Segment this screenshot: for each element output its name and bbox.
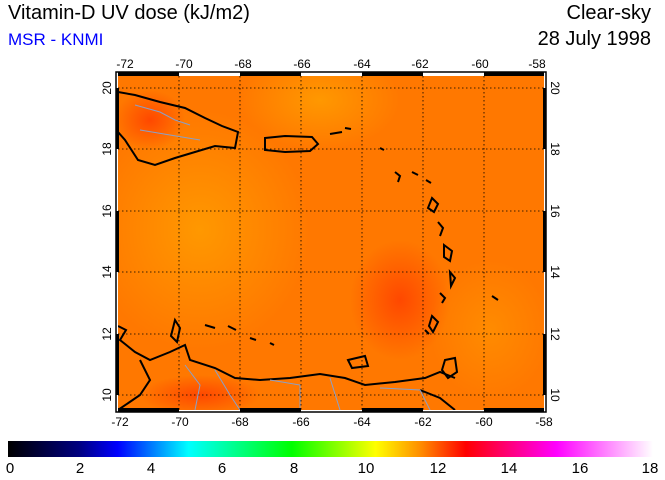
colorbar-label: 4 bbox=[146, 460, 156, 477]
lon-tick: -64 bbox=[353, 57, 371, 71]
data-source: MSR - KNMI bbox=[8, 30, 104, 49]
uv-field bbox=[118, 76, 544, 410]
curacao-aruba bbox=[169, 317, 275, 346]
lon-tick: -72 bbox=[111, 415, 129, 429]
colorbar-label: 10 bbox=[357, 460, 375, 477]
hispaniola bbox=[118, 91, 240, 167]
lon-tick: -64 bbox=[353, 415, 371, 429]
puerto-rico bbox=[264, 134, 320, 154]
lon-tick: -62 bbox=[414, 415, 432, 429]
coastlines bbox=[118, 91, 499, 410]
lat-tick: 18 bbox=[100, 142, 114, 156]
colorbar-label: 2 bbox=[75, 460, 85, 477]
lat-tick: 12 bbox=[100, 327, 114, 341]
lon-tick: -60 bbox=[475, 415, 493, 429]
lon-tick: -66 bbox=[292, 415, 310, 429]
colorbar-label: 0 bbox=[5, 460, 15, 477]
lat-labels-right: 20 18 16 14 12 10 bbox=[548, 81, 562, 402]
lon-tick: -68 bbox=[231, 415, 249, 429]
lat-tick: 20 bbox=[100, 81, 114, 95]
lat-tick: 12 bbox=[548, 327, 562, 341]
trinidad bbox=[440, 356, 459, 380]
colorbar-label: 8 bbox=[289, 460, 299, 477]
lat-tick: 20 bbox=[548, 81, 562, 95]
rivers bbox=[134, 104, 431, 410]
lat-tick: 10 bbox=[548, 388, 562, 402]
lat-tick: 16 bbox=[100, 204, 114, 218]
colorbar-label: 6 bbox=[217, 460, 227, 477]
lon-labels-top: -72 -70 -68 -66 -64 -62 -60 -58 bbox=[116, 57, 546, 71]
lon-tick: -70 bbox=[175, 57, 193, 71]
lon-tick: -62 bbox=[411, 57, 429, 71]
lon-tick: -58 bbox=[528, 57, 546, 71]
map-date: 28 July 1998 bbox=[537, 28, 651, 50]
lat-tick: 14 bbox=[548, 265, 562, 279]
lat-tick: 10 bbox=[100, 388, 114, 402]
map-title: Vitamin-D UV dose (kJ/m2) bbox=[8, 2, 250, 24]
lon-tick: -68 bbox=[234, 57, 252, 71]
lon-tick: -60 bbox=[471, 57, 489, 71]
venezuela-coast bbox=[118, 325, 456, 410]
lon-tick: -70 bbox=[171, 415, 189, 429]
colorbar-label: 12 bbox=[429, 460, 447, 477]
grid-lines bbox=[118, 76, 544, 410]
lon-tick: -66 bbox=[293, 57, 311, 71]
lat-tick: 16 bbox=[548, 204, 562, 218]
margarita bbox=[346, 354, 370, 370]
map-frame bbox=[115, 71, 547, 413]
lon-labels-bottom: -72 -70 -68 -66 -64 -62 -60 -58 bbox=[111, 415, 553, 429]
lon-tick: -72 bbox=[116, 57, 134, 71]
lat-tick: 14 bbox=[100, 265, 114, 279]
lon-tick: -58 bbox=[535, 415, 553, 429]
lat-tick: 18 bbox=[548, 142, 562, 156]
colorbar bbox=[8, 441, 653, 457]
lat-labels-left: 20 18 16 14 12 10 bbox=[100, 81, 114, 402]
colorbar-label: 14 bbox=[500, 460, 518, 477]
colorbar-label: 18 bbox=[641, 460, 659, 477]
colorbar-label: 16 bbox=[571, 460, 589, 477]
sky-condition: Clear-sky bbox=[566, 2, 651, 24]
lesser-antilles bbox=[329, 127, 499, 335]
